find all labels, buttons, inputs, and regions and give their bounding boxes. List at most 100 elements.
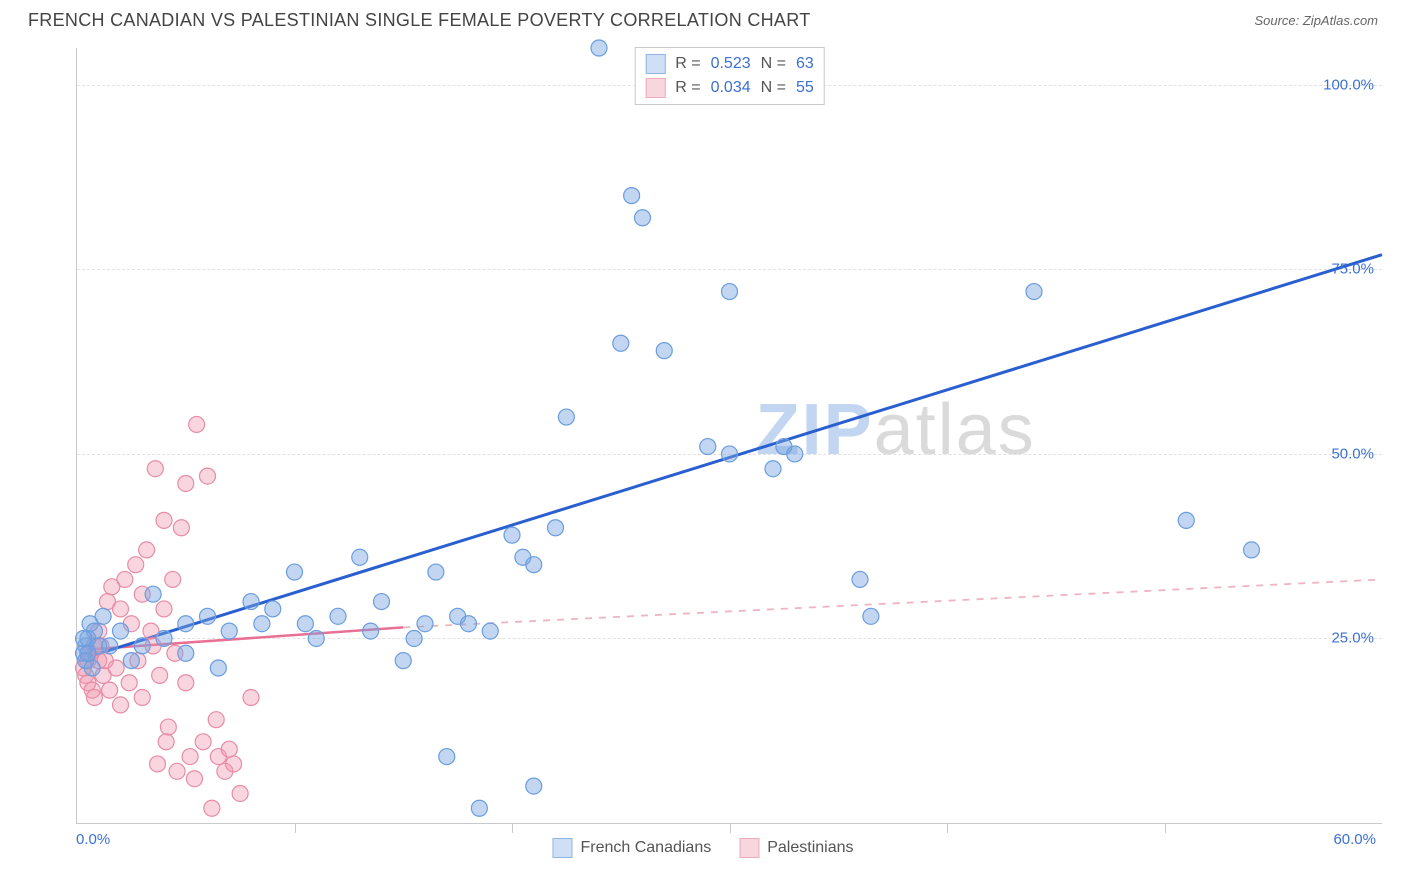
data-point [406, 630, 422, 646]
data-point [461, 616, 477, 632]
data-point [287, 564, 303, 580]
data-point [117, 571, 133, 587]
swatch-series-0 [645, 54, 665, 74]
data-point [195, 734, 211, 750]
data-point [123, 653, 139, 669]
data-point [145, 586, 161, 602]
data-point [178, 645, 194, 661]
data-point [297, 616, 313, 632]
data-point [700, 439, 716, 455]
x-axis-max-label: 60.0% [1333, 831, 1376, 848]
data-point [221, 741, 237, 757]
r-value: 0.034 [711, 79, 751, 97]
data-point [439, 749, 455, 765]
legend-label: French Canadians [580, 839, 711, 857]
r-label: R = [675, 55, 700, 73]
data-point [1244, 542, 1260, 558]
data-point [1026, 284, 1042, 300]
data-point [134, 690, 150, 706]
data-point [363, 623, 379, 639]
swatch-icon [739, 838, 759, 858]
data-point [471, 800, 487, 816]
data-point [173, 520, 189, 536]
data-point [76, 630, 92, 646]
data-point [189, 416, 205, 432]
data-point [149, 756, 165, 772]
data-point [102, 682, 118, 698]
data-point [656, 343, 672, 359]
data-point [254, 616, 270, 632]
chart-title: FRENCH CANADIAN VS PALESTINIAN SINGLE FE… [28, 10, 811, 31]
data-point [226, 756, 242, 772]
series-legend: French Canadians Palestinians [552, 838, 853, 858]
swatch-series-1 [645, 78, 665, 98]
plot-svg [77, 48, 1382, 823]
data-point [86, 690, 102, 706]
data-point [765, 461, 781, 477]
data-point [156, 512, 172, 528]
data-point [182, 749, 198, 765]
legend-row: R = 0.034 N = 55 [645, 76, 814, 100]
data-point [635, 210, 651, 226]
data-point [165, 571, 181, 587]
r-label: R = [675, 79, 700, 97]
data-point [147, 461, 163, 477]
data-point [308, 630, 324, 646]
trendline-palestinians-extrapolated [403, 579, 1382, 627]
data-point [121, 675, 137, 691]
data-point [178, 675, 194, 691]
data-point [139, 542, 155, 558]
data-point [863, 608, 879, 624]
swatch-icon [552, 838, 572, 858]
y-tick-label: 75.0% [1331, 261, 1374, 278]
source-attribution: Source: ZipAtlas.com [1254, 13, 1378, 28]
data-point [156, 630, 172, 646]
x-axis-min-label: 0.0% [76, 831, 110, 848]
data-point [265, 601, 281, 617]
y-tick-label: 100.0% [1323, 76, 1374, 93]
data-point [243, 690, 259, 706]
data-point [200, 608, 216, 624]
data-point [395, 653, 411, 669]
data-point [156, 601, 172, 617]
data-point [852, 571, 868, 587]
data-point [113, 601, 129, 617]
plot-area: R = 0.523 N = 63 R = 0.034 N = 55 ZIPatl… [76, 48, 1382, 824]
data-point [624, 188, 640, 204]
data-point [482, 623, 498, 639]
data-point [613, 335, 629, 351]
chart-wrap: Single Female Poverty R = 0.523 N = 63 R… [24, 48, 1382, 872]
data-point [1178, 512, 1194, 528]
header: FRENCH CANADIAN VS PALESTINIAN SINGLE FE… [0, 0, 1406, 37]
data-point [428, 564, 444, 580]
n-value: 63 [796, 55, 814, 73]
y-tick-label: 50.0% [1331, 445, 1374, 462]
data-point [113, 697, 129, 713]
data-point [243, 594, 259, 610]
data-point [178, 616, 194, 632]
data-point [95, 608, 111, 624]
correlation-legend: R = 0.523 N = 63 R = 0.034 N = 55 [634, 47, 825, 105]
data-point [80, 645, 96, 661]
data-point [169, 763, 185, 779]
legend-label: Palestinians [767, 839, 853, 857]
data-point [232, 785, 248, 801]
data-point [208, 712, 224, 728]
data-point [722, 446, 738, 462]
r-value: 0.523 [711, 55, 751, 73]
data-point [526, 557, 542, 573]
data-point [526, 778, 542, 794]
data-point [591, 40, 607, 56]
legend-row: R = 0.523 N = 63 [645, 52, 814, 76]
data-point [210, 660, 226, 676]
data-point [178, 475, 194, 491]
data-point [102, 638, 118, 654]
y-tick-label: 25.0% [1331, 630, 1374, 647]
data-point [330, 608, 346, 624]
data-point [787, 446, 803, 462]
data-point [152, 667, 168, 683]
data-point [158, 734, 174, 750]
data-point [417, 616, 433, 632]
legend-item: Palestinians [739, 838, 853, 858]
data-point [221, 623, 237, 639]
